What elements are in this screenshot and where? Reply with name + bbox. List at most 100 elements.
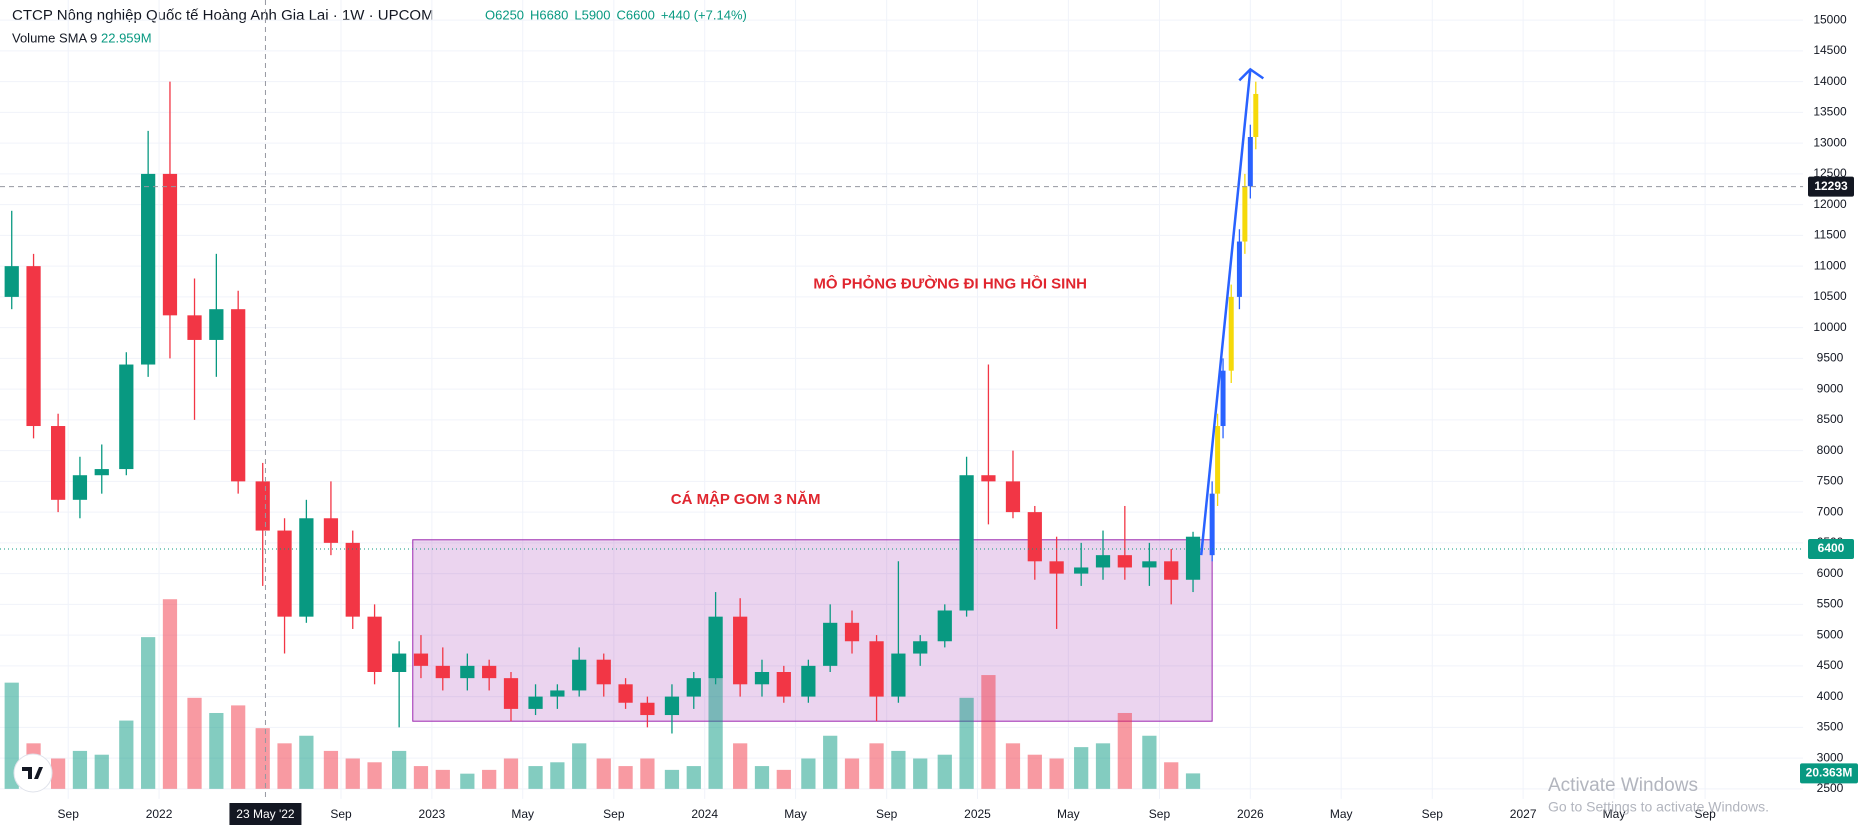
volume-bar (844, 758, 860, 789)
volume-bar (596, 758, 611, 789)
volume-bar (1164, 762, 1179, 789)
candle-body (913, 641, 928, 654)
candle-body (528, 696, 543, 709)
candle-body (1247, 137, 1253, 187)
volume-bar (367, 762, 382, 789)
watermark: Activate Windows (1548, 775, 1698, 796)
x-tick-label: May (784, 807, 807, 821)
volume-bar (823, 735, 838, 789)
candle-body (1164, 561, 1179, 580)
y-tick-label: 12500 (1813, 166, 1847, 180)
candle-body (299, 518, 314, 617)
candle-body (733, 616, 748, 685)
candle-body (367, 616, 382, 673)
y-tick-label: 7000 (1817, 504, 1844, 518)
y-tick-label: 11500 (1814, 228, 1847, 242)
candle-body (572, 659, 587, 691)
volume-bar (277, 743, 292, 789)
candle-body (1049, 561, 1064, 574)
volume-bar (891, 750, 906, 789)
candle-body (891, 653, 906, 697)
volume-bar (618, 766, 633, 789)
volume-bar (94, 754, 109, 789)
candle-body (1005, 481, 1021, 513)
candle-body (823, 622, 838, 666)
candle-body (959, 475, 974, 611)
candle-body (277, 530, 292, 617)
candle-body (1215, 426, 1221, 494)
ohlc-label: L5900 (574, 7, 610, 22)
y-tick-label: 5000 (1817, 627, 1844, 641)
volume-bar (640, 758, 655, 789)
volume-bar (503, 758, 519, 789)
candle-body (981, 475, 996, 482)
y-tick-label: 5500 (1817, 597, 1844, 611)
annotation: MÔ PHỎNG ĐƯỜNG ĐI HNG HỒI SINH (813, 275, 1087, 293)
volume-tag-box (1800, 763, 1858, 784)
candle-body (1027, 512, 1042, 562)
candle-body (1185, 536, 1201, 580)
volume-bar (686, 766, 701, 789)
candle-body (255, 481, 270, 531)
candle-body (482, 665, 497, 679)
candle-body (141, 173, 156, 365)
candle-body (119, 364, 134, 470)
candle-body (323, 518, 339, 543)
y-tick-label: 14000 (1813, 74, 1847, 88)
volume-bar (572, 743, 587, 789)
y-tick-label: 3500 (1817, 720, 1844, 734)
volume-bar (482, 769, 497, 789)
crosshair-x-label: 23 May '22 (236, 807, 295, 821)
candle-body (1209, 493, 1215, 556)
volume-bar (776, 769, 791, 789)
volume-bar (413, 766, 429, 789)
y-tick-label: 8000 (1817, 443, 1844, 457)
volume-bar (1117, 712, 1132, 789)
candle-body (162, 173, 178, 316)
volume-bar (435, 769, 450, 789)
candle-body (844, 622, 860, 642)
ohlc-label: H6680 (530, 7, 568, 22)
volume-bar (937, 754, 952, 789)
x-tick-label: 2022 (146, 807, 173, 821)
volume-bar (869, 743, 884, 789)
candle-body (209, 309, 224, 340)
candle-body (550, 690, 565, 697)
candle-body (754, 672, 770, 685)
candle-body (231, 309, 246, 482)
x-tick-label: Sep (330, 807, 352, 821)
watermark: Go to Settings to activate Windows. (1548, 799, 1769, 815)
ohlc-label: O6250 (485, 7, 524, 22)
volume-bar (392, 750, 407, 789)
crosshair-y-label: 12293 (1814, 179, 1848, 193)
candle-body (345, 542, 360, 617)
y-tick-label: 15000 (1813, 12, 1847, 26)
candle-body (72, 475, 88, 500)
projection-arrow (1199, 69, 1252, 556)
volume-bar (708, 675, 723, 789)
volume-bar (733, 743, 748, 789)
candle-body (596, 659, 611, 685)
volume-bar (550, 762, 565, 789)
candle-body (1117, 555, 1132, 568)
volume-bar (255, 728, 270, 789)
volume-bar (959, 697, 974, 789)
volume-bar (1049, 758, 1064, 789)
x-tick-label: Sep (1694, 807, 1716, 821)
y-tick-label: 10000 (1813, 320, 1847, 334)
x-tick-label: May (1057, 807, 1080, 821)
volume-bar (119, 720, 134, 789)
volume-bar (801, 758, 816, 789)
candle-body (1228, 296, 1234, 371)
crosshair-y-label-box (1808, 176, 1854, 197)
volume-bar (1005, 743, 1021, 789)
candle-body (1242, 186, 1248, 242)
volume-bar (299, 735, 314, 789)
chart-title: CTCP Nông nghiệp Quốc tế Hoàng Anh Gia L… (12, 7, 434, 24)
candle-body (937, 610, 952, 642)
candle-body (50, 426, 66, 500)
volume-bar (664, 769, 680, 789)
volume-bar (913, 758, 928, 789)
x-tick-label: 2025 (964, 807, 991, 821)
tv-logo (13, 753, 53, 793)
